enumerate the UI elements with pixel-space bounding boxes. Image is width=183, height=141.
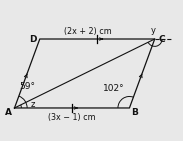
Text: C: C: [158, 35, 165, 44]
Text: (3x − 1) cm: (3x − 1) cm: [48, 113, 96, 122]
Text: (2x + 2) cm: (2x + 2) cm: [64, 27, 112, 36]
Text: D: D: [29, 35, 37, 44]
Text: 59°: 59°: [19, 82, 35, 91]
Text: y: y: [150, 26, 155, 35]
Text: z: z: [31, 100, 35, 109]
Text: B: B: [132, 108, 138, 117]
Text: A: A: [5, 108, 12, 117]
Text: 102°: 102°: [102, 84, 124, 93]
